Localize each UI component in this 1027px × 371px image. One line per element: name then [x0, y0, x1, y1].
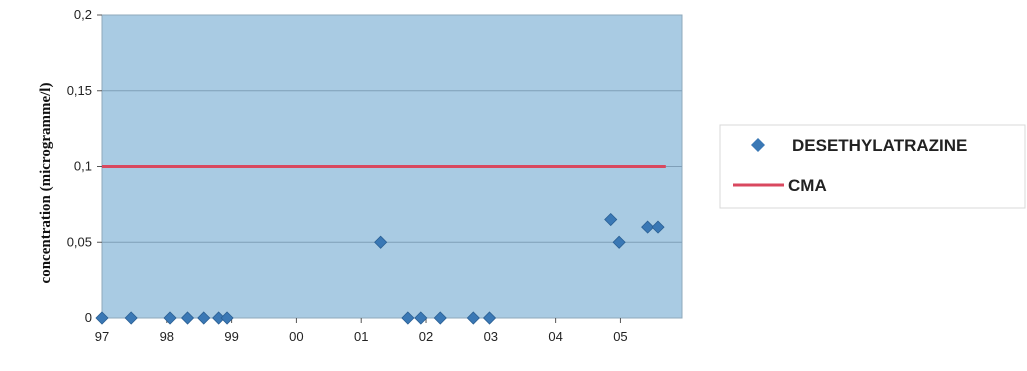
legend-label-cma: CMA — [788, 176, 827, 195]
data-point-desethylatrazine — [401, 311, 415, 325]
series-layer — [95, 165, 666, 325]
y-axis-label: concentration (microgramme/l) — [38, 83, 54, 284]
legend: DESETHYLATRAZINE CMA — [719, 124, 1026, 209]
x-tick-label: 04 — [548, 329, 562, 344]
x-axis-ticks: 97 98 99 00 01 02 03 04 05 — [95, 318, 628, 344]
x-tick-label: 03 — [484, 329, 498, 344]
x-tick-label: 00 — [289, 329, 303, 344]
data-point-desethylatrazine — [374, 235, 388, 249]
data-point-desethylatrazine — [641, 220, 655, 234]
y-tick-label: 0,15 — [67, 83, 92, 98]
data-point-desethylatrazine — [651, 220, 665, 234]
data-point-desethylatrazine — [612, 235, 626, 249]
y-tick-label: 0,1 — [74, 159, 92, 174]
data-point-desethylatrazine — [220, 311, 234, 325]
data-point-desethylatrazine — [433, 311, 447, 325]
legend-marker-desethylatrazine — [751, 138, 765, 152]
data-point-desethylatrazine — [163, 311, 177, 325]
data-point-desethylatrazine — [95, 311, 109, 325]
legend-box — [719, 124, 1026, 209]
x-tick-label: 02 — [419, 329, 433, 344]
data-point-desethylatrazine — [124, 311, 138, 325]
data-point-desethylatrazine — [466, 311, 480, 325]
y-axis-ticks: 0 0,05 0,1 0,15 0,2 — [67, 7, 102, 325]
x-tick-label: 01 — [354, 329, 368, 344]
data-point-desethylatrazine — [180, 311, 195, 325]
x-tick-label: 99 — [224, 329, 238, 344]
y-tick-label: 0 — [85, 310, 92, 325]
data-point-desethylatrazine — [197, 311, 211, 325]
x-tick-label: 98 — [160, 329, 174, 344]
x-tick-label: 97 — [95, 329, 109, 344]
legend-label-desethylatrazine: DESETHYLATRAZINE — [792, 136, 967, 155]
data-point-desethylatrazine — [414, 311, 428, 325]
data-point-desethylatrazine — [604, 212, 618, 227]
y-tick-label: 0,2 — [74, 7, 92, 22]
y-tick-label: 0,05 — [67, 234, 92, 249]
data-point-desethylatrazine — [482, 311, 497, 325]
x-tick-label: 05 — [613, 329, 627, 344]
